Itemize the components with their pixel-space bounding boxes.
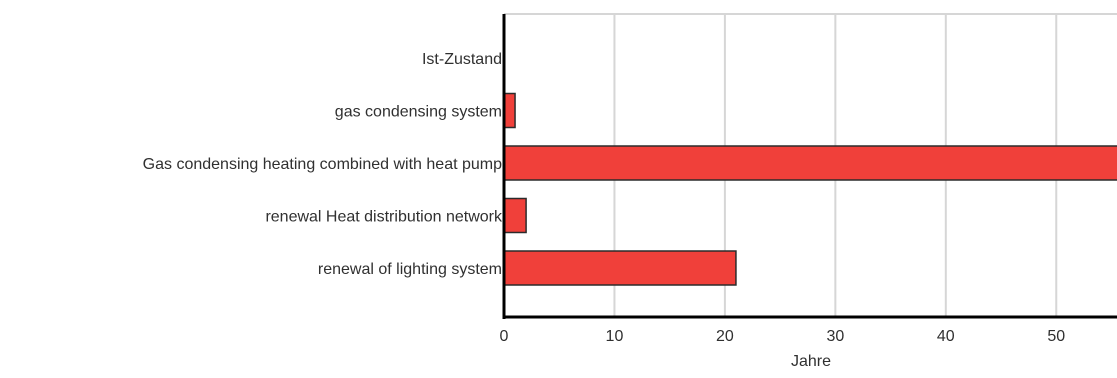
category-label-2: Gas condensing heating combined with hea… <box>143 156 502 173</box>
bar-1 <box>503 92 516 129</box>
category-label-0: Ist-Zustand <box>422 51 502 68</box>
x-tick-label-50: 50 <box>1047 328 1065 345</box>
x-tick-label-20: 20 <box>716 328 734 345</box>
category-label-4: renewal of lighting system <box>318 261 502 278</box>
bar-4 <box>503 250 737 286</box>
bars <box>503 92 1117 286</box>
x-axis-title: Jahre <box>791 353 831 370</box>
x-tick-label-30: 30 <box>826 328 844 345</box>
x-tick-label-0: 0 <box>500 328 509 345</box>
axes <box>502 14 1117 319</box>
x-tick-label-10: 10 <box>606 328 624 345</box>
bar-3 <box>503 197 527 234</box>
x-tick-label-40: 40 <box>937 328 955 345</box>
bar-2 <box>503 145 1117 181</box>
category-labels: Ist-Zustand gas condensing system Gas cond… <box>143 51 503 278</box>
category-label-3: renewal Heat distribution network <box>265 209 503 226</box>
category-label-1: gas condensing system <box>335 104 502 121</box>
tick-labels: 0 10 20 30 40 50 <box>500 328 1066 345</box>
